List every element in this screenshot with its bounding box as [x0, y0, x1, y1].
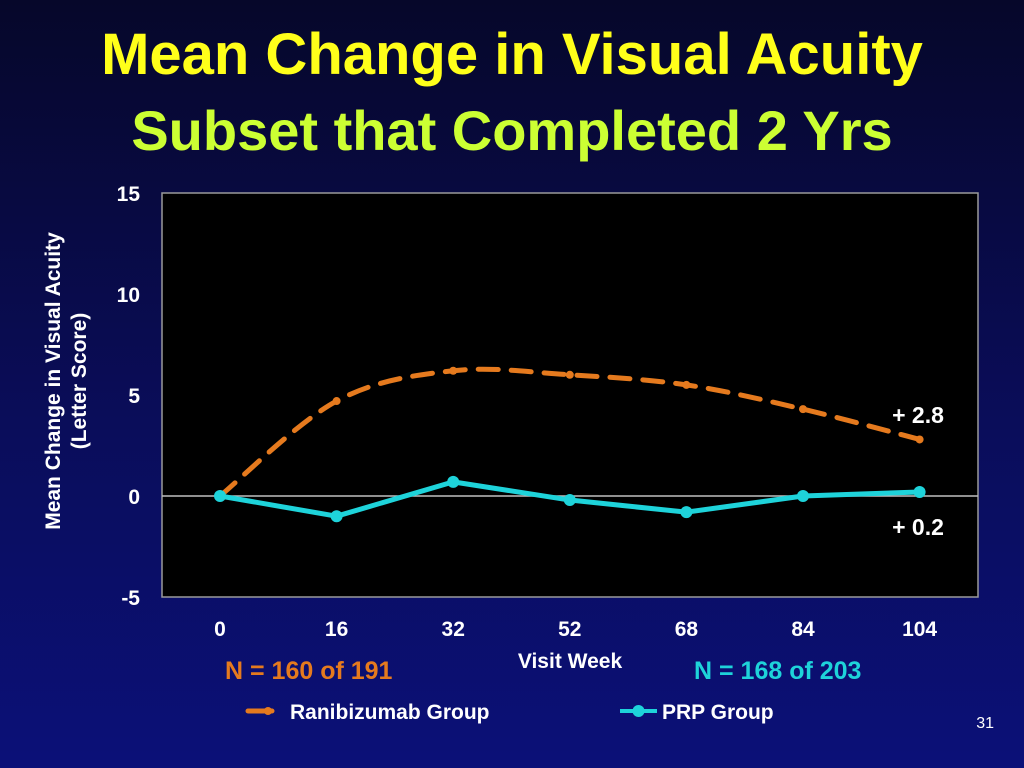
prp-point: [680, 506, 693, 519]
prp-point: [447, 475, 460, 488]
legend-label: PRP Group: [662, 701, 774, 724]
ranibizumab-n-label: N = 160 of 191: [225, 657, 393, 685]
ranibizumab-point: [799, 405, 807, 414]
end-value-label: + 0.2: [892, 514, 944, 540]
plot-area: [161, 192, 979, 598]
ranibizumab-point: [682, 380, 691, 389]
slide-subtitle: Subset that Completed 2 Yrs: [131, 99, 893, 162]
y-axis-ticks: 15 10 5 0 -5: [117, 183, 141, 610]
x-tick-label: 52: [558, 618, 581, 641]
prp-point: [913, 485, 926, 498]
ranibizumab-point: [915, 435, 924, 444]
slide-title: Mean Change in Visual Acuity: [101, 22, 923, 87]
y-tick-label: -5: [121, 587, 140, 610]
legend-marker: [264, 707, 272, 715]
series-layer: + 2.8 + 0.2: [214, 366, 944, 540]
legend: Ranibizumab Group PRP Group: [245, 701, 774, 724]
legend-item-prp: PRP Group: [620, 701, 774, 724]
x-axis-label: Visit Week: [518, 650, 623, 673]
y-tick-label: 5: [128, 385, 140, 408]
x-tick-label: 16: [325, 618, 348, 641]
prp-point: [563, 494, 576, 507]
y-tick-label: 15: [117, 183, 141, 206]
y-tick-label: 10: [117, 284, 140, 307]
legend-label: Ranibizumab Group: [290, 701, 490, 724]
series-prp: + 0.2: [214, 475, 944, 540]
x-tick-label: 84: [791, 618, 815, 641]
x-tick-label: 104: [902, 618, 937, 641]
x-axis-ticks: 0 16 32 52 68 84 104: [214, 618, 937, 641]
x-tick-label: 68: [675, 618, 699, 641]
y-tick-label: 0: [128, 486, 140, 509]
prp-point: [214, 490, 226, 502]
prp-point: [797, 490, 809, 502]
page-number: 31: [976, 715, 994, 732]
y-axis-label-line2: (Letter Score): [68, 312, 91, 450]
ranibizumab-point: [565, 370, 574, 379]
series-ranibizumab: + 2.8: [216, 366, 944, 500]
legend-marker: [632, 705, 645, 717]
x-tick-label: 32: [442, 618, 465, 641]
y-axis-label-line1: Mean Change in Visual Acuity: [42, 232, 65, 530]
legend-item-ranibizumab: Ranibizumab Group: [245, 701, 490, 724]
x-tick-label: 0: [214, 618, 226, 641]
y-axis-label: Mean Change in Visual Acuity (Letter Sco…: [41, 181, 101, 581]
ranibizumab-point: [332, 397, 341, 406]
prp-point: [330, 510, 343, 523]
end-value-label: + 2.8: [892, 402, 944, 428]
prp-n-label: N = 168 of 203: [694, 657, 862, 685]
ranibizumab-point: [449, 366, 458, 375]
